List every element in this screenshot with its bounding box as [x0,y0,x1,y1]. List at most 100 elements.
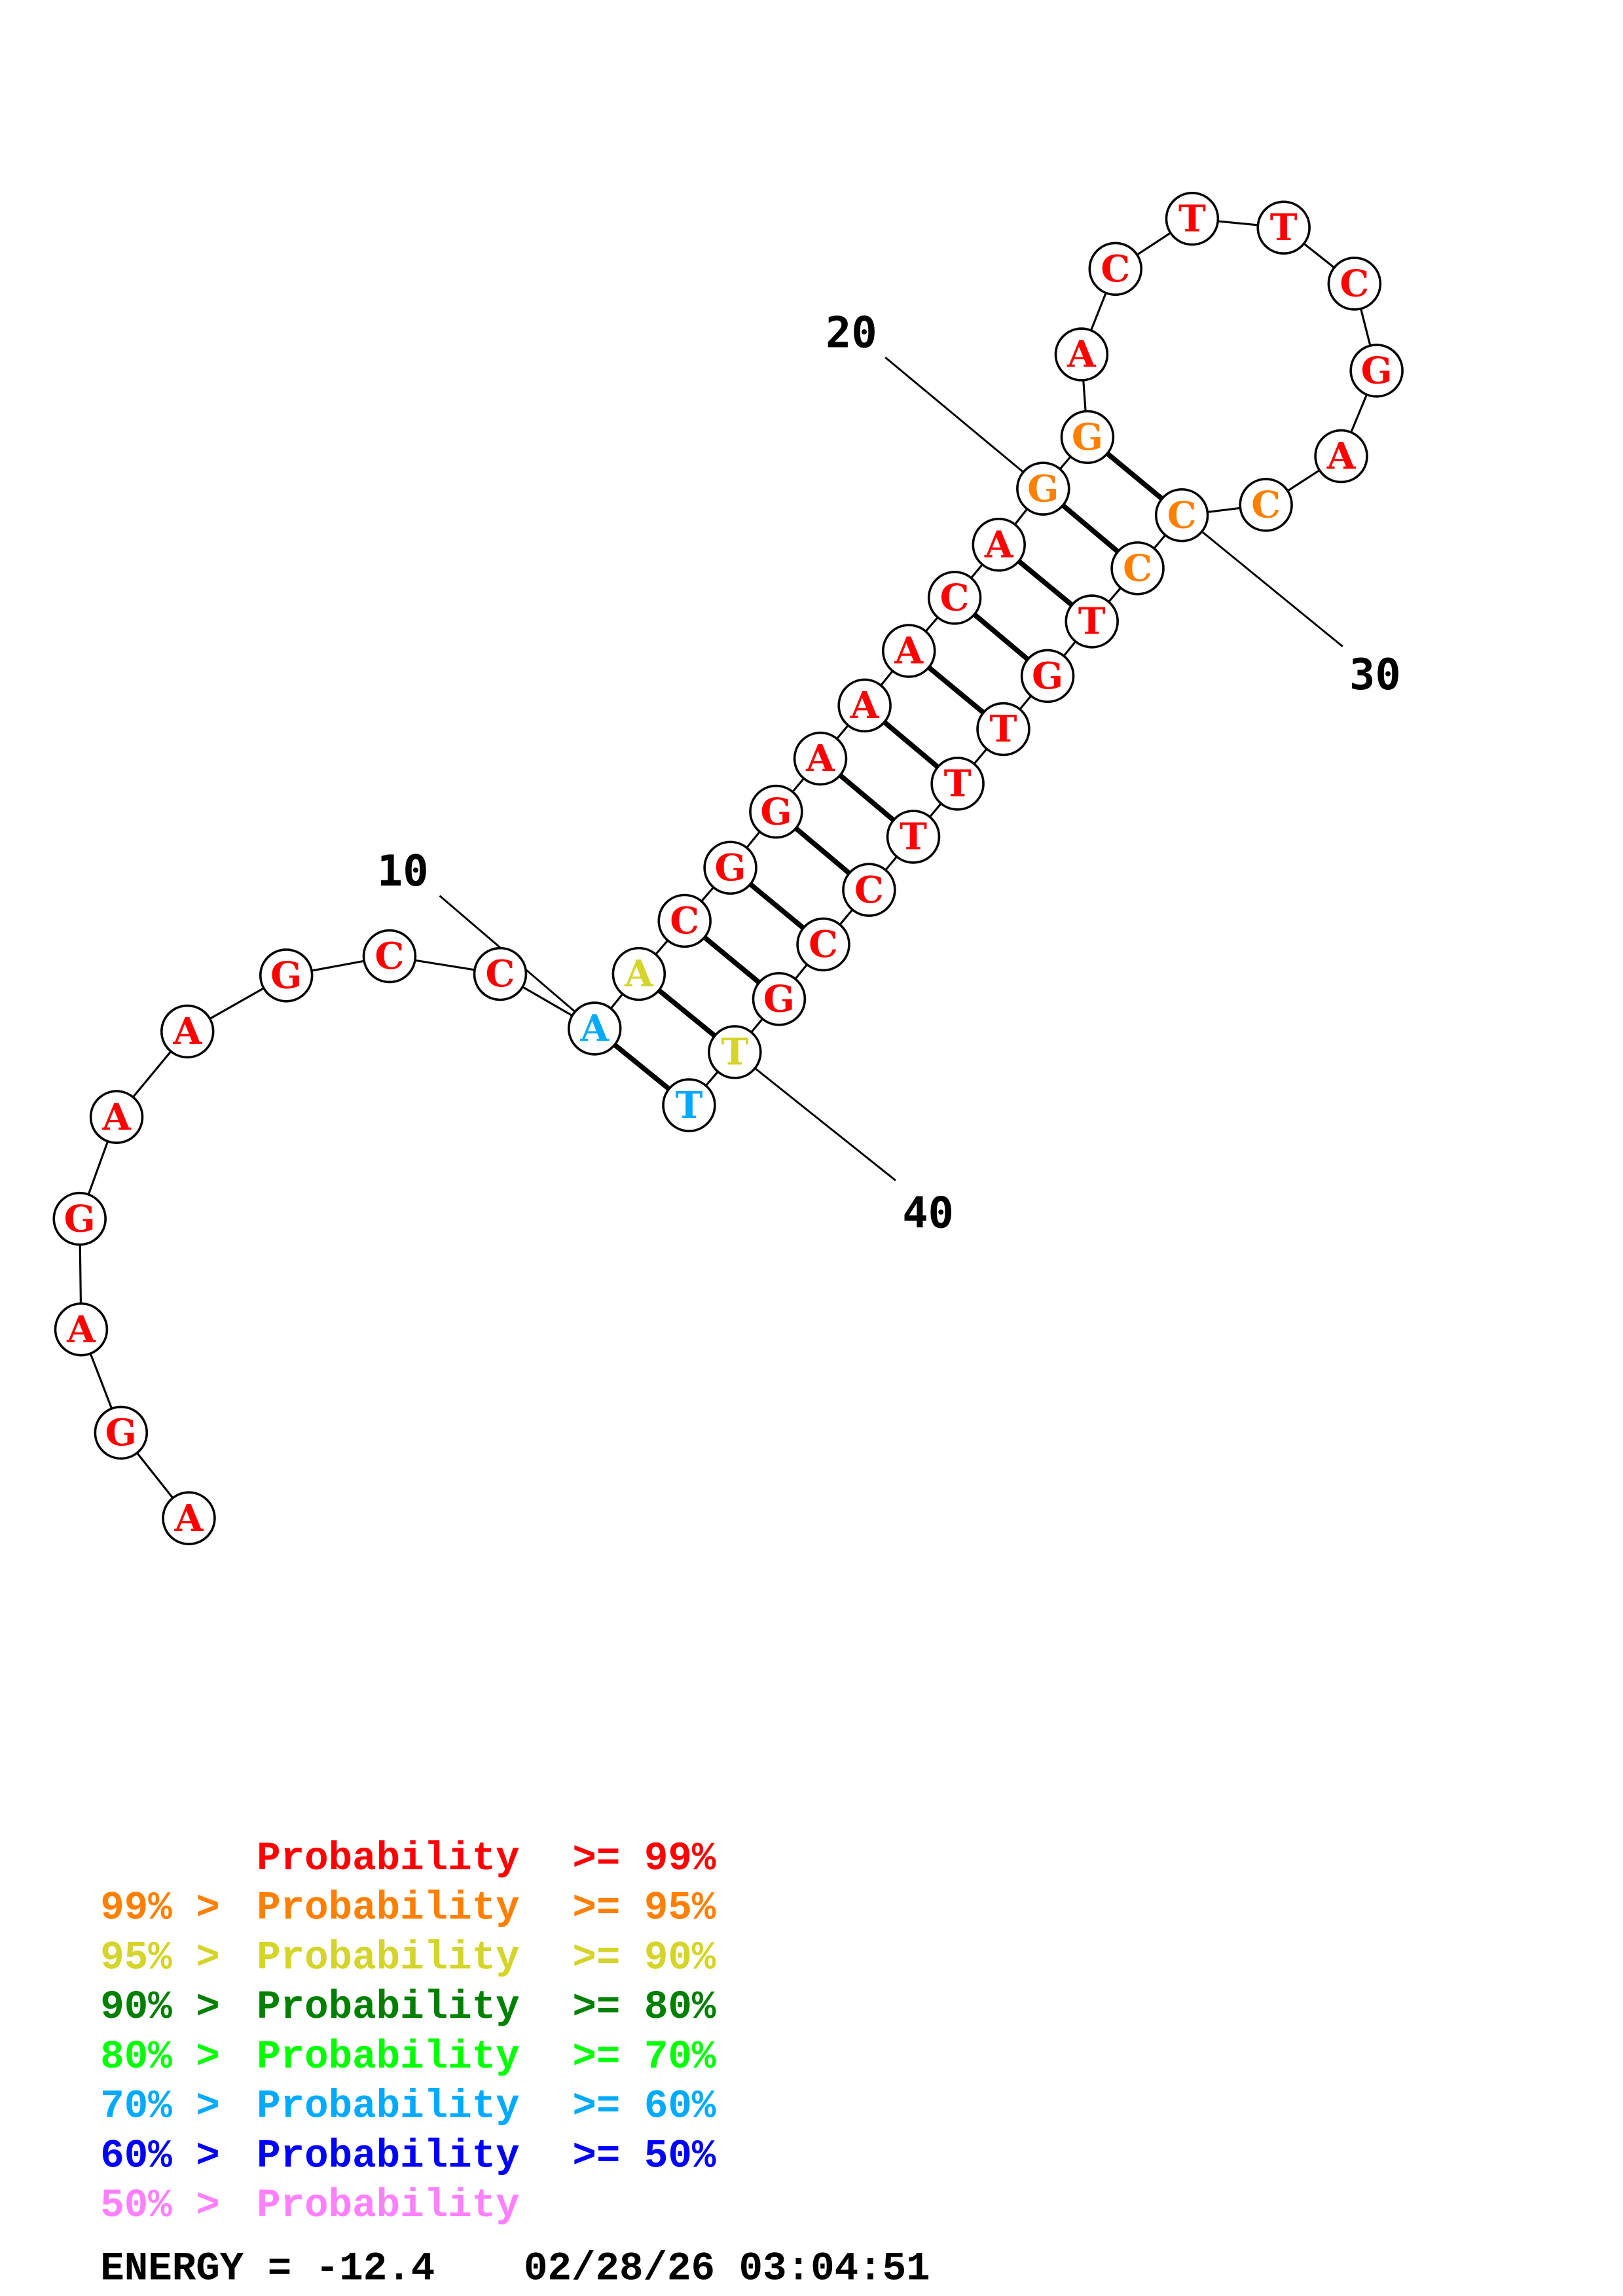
nucleotide-circle [1020,649,1075,704]
nucleotide: G [703,840,757,895]
nucleotide: A [1314,429,1368,484]
nucleotide-circle [1327,257,1382,311]
nucleotide: C [1110,541,1165,596]
nucleotide: G [94,1405,149,1460]
legend-item: 60% > Probability >= 50% [100,2134,716,2179]
nucleotide-circle [749,784,803,839]
nucleotide: A [837,678,892,733]
nucleotide-circle [611,946,666,1001]
nucleotide: T [886,810,941,864]
nucleotide-base: C [486,952,515,996]
legend-label: Probability [257,1935,520,1981]
legend-label: Probability [257,2035,520,2080]
nucleotide-base: C [940,577,970,620]
nucleotide-circle [52,1191,107,1246]
nucleotide-circle [54,1302,109,1357]
position-label: 30 [1349,650,1401,700]
nucleotide-base: T [675,1084,702,1127]
nucleotide-base: A [624,952,654,996]
nucleotide-base: C [1123,547,1152,590]
position-label: 20 [826,308,877,357]
nucleotide: A [611,946,666,1001]
legend-prefix: 60% > [100,2134,220,2179]
nucleotide-circle [162,1491,216,1545]
nucleotide-circle [1054,327,1109,382]
position-label-line [884,356,1044,490]
position-label: 10 [377,846,429,896]
legend-item: 99% > Probability >= 95% [100,1886,716,1931]
legend-prefix: 70% > [100,2085,220,2130]
legend-item: 90% > Probability >= 80% [100,1985,716,2030]
nucleotide: G [259,948,314,1003]
nucleotide: C [362,929,417,984]
legend-label: Probability [257,2134,520,2179]
nucleotide: C [1239,478,1293,532]
nucleotide: T [1065,594,1119,649]
nucleotide-base: G [1072,416,1103,459]
nucleotide-circle [1239,478,1293,532]
legend-threshold: >= 50% [572,2134,716,2179]
nucleotide-circle [1065,594,1119,649]
legend-prefix: 80% > [100,2035,220,2080]
nucleotide-circle [657,893,712,948]
nucleotide-base: T [990,708,1017,751]
nucleotide-circle [752,972,807,1026]
nucleotide-circle [1154,488,1209,543]
nucleotide: T [662,1078,716,1132]
nucleotide-base: A [174,1497,204,1540]
nucleotide-base: T [1078,600,1106,643]
nucleotide-base: A [101,1096,132,1139]
nucleotide-circle [1256,200,1311,255]
position-label: 40 [902,1189,954,1238]
nucleotide-circle [703,840,757,895]
nucleotide-base: G [714,846,746,889]
nucleotide: A [162,1491,216,1545]
nucleotide-circle [793,731,848,786]
legend-threshold: >= 99% [572,1837,716,1882]
nucleotide-base: A [850,684,880,727]
nucleotide-base: G [270,954,302,997]
nucleotide-base: T [900,816,927,859]
nucleotide-circle [842,863,896,917]
legend-item: Probability >= 99% [257,1837,716,1882]
nucleotide: T [708,1025,762,1079]
nucleotide-base: C [1167,493,1197,537]
nucleotide: G [752,972,807,1026]
nucleotide-base: A [579,1007,610,1050]
legend-threshold: >= 80% [572,1985,716,2030]
energy-value: ENERGY = -12.4 [100,2247,435,2292]
nucleotide: C [473,946,528,1001]
nucleotide-base: G [760,790,792,833]
nucleotide-circle [927,571,982,625]
nucleotide: C [657,893,712,948]
nucleotide-base: T [1178,197,1206,240]
nucleotide-base: A [805,737,835,780]
nucleotide: G [1020,649,1075,704]
legend-label: Probability [257,2085,520,2130]
position-labels: 10 20 30 40 [377,308,1401,1238]
legend-label: Probability [257,1985,520,2030]
nucleotide-base: T [1270,206,1298,249]
nucleotide-circle [89,1090,144,1144]
legend-label: Probability [257,1837,520,1882]
legend-threshold: >= 90% [572,1935,716,1981]
nucleotide-base: A [984,523,1014,566]
legend-prefix: 50% > [100,2183,220,2229]
position-label-lines [439,356,1343,1181]
base-pairs [593,435,1184,1107]
nucleotide-base: A [66,1308,96,1351]
nucleotide: A [160,1004,215,1059]
timestamp: 02/28/26 03:04:51 [524,2247,930,2292]
nucleotide: C [927,571,982,625]
legend-item: 95% > Probability >= 90% [100,1935,716,1981]
nucleotide-base: G [1032,655,1063,698]
nucleotide: A [881,624,936,678]
nucleotide: A [54,1302,109,1357]
nucleotide-circle [1088,242,1142,296]
legend-label: Probability [257,1886,520,1931]
nucleotide-base: G [105,1411,137,1454]
nucleotide: A [793,731,848,786]
nucleotide-base: A [894,630,924,673]
nucleotide: C [842,863,896,917]
